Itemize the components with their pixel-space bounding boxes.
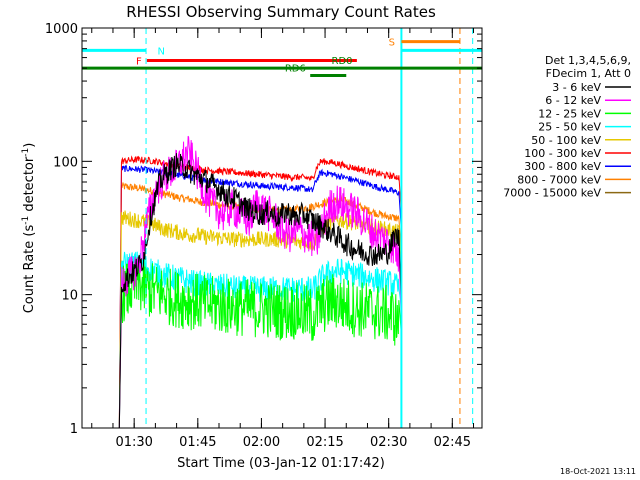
x-axis-label: Start Time (03-Jan-12 01:17:42) [177,456,385,471]
legend-entry-label: 7000 - 15000 keV [503,187,601,200]
legend: Det 1,3,4,5,6,9, FDecim 1, Att 0 3 - 6 k… [503,54,631,200]
series-group [118,135,402,429]
x-tick-label: 02:00 [243,435,280,450]
legend-entry-label: 25 - 50 keV [538,121,601,134]
legend-header-1: Det 1,3,4,5,6,9, [545,54,631,67]
legend-entry-label: 6 - 12 keV [545,94,601,107]
x-tick-label: 01:45 [179,435,216,450]
x-tick-label: 02:45 [434,435,471,450]
y-axis-label: Count Rate (s-1 detector-1) [21,143,37,314]
series-line [118,251,402,429]
flag-bars-group: N F RD0 RD6 S [82,28,482,428]
legend-entry-label: 3 - 6 keV [552,81,601,94]
chart-title: RHESSI Observing Summary Count Rates [126,3,436,21]
x-tick-label: 01:30 [115,435,152,450]
y-tick-label: 1000 [45,22,78,37]
legend-entry-label: 300 - 800 keV [524,160,601,173]
legend-header-2: FDecim 1, Att 0 [546,67,631,80]
flag-label: N [158,46,165,57]
flag-label: RD6 [285,64,306,75]
y-tick-label: 100 [53,155,78,170]
flag-label: S [389,38,395,49]
corner-timestamp: 18-Oct-2021 13:11 [560,467,636,476]
y-tick-label: 10 [61,289,78,304]
series-line [118,135,402,429]
legend-entry-label: 50 - 100 keV [531,134,601,147]
legend-entry-label: 12 - 25 keV [538,107,601,120]
flag-label: RD0 [332,56,353,67]
series-line [118,155,402,429]
flag-label: F [136,57,142,68]
legend-entry-label: 100 - 300 keV [524,147,601,160]
series-line [118,153,402,429]
x-tick-label: 02:30 [370,435,407,450]
y-tick-label: 1 [70,422,78,437]
series-line [118,256,402,429]
ticks-group: 1 10 100 1000 01:30 01:45 02:00 02:15 02:30 02:45 [45,22,482,450]
legend-entry-label: 800 - 7000 keV [517,173,601,186]
plot-frame [81,27,483,429]
x-tick-label: 02:15 [306,435,343,450]
